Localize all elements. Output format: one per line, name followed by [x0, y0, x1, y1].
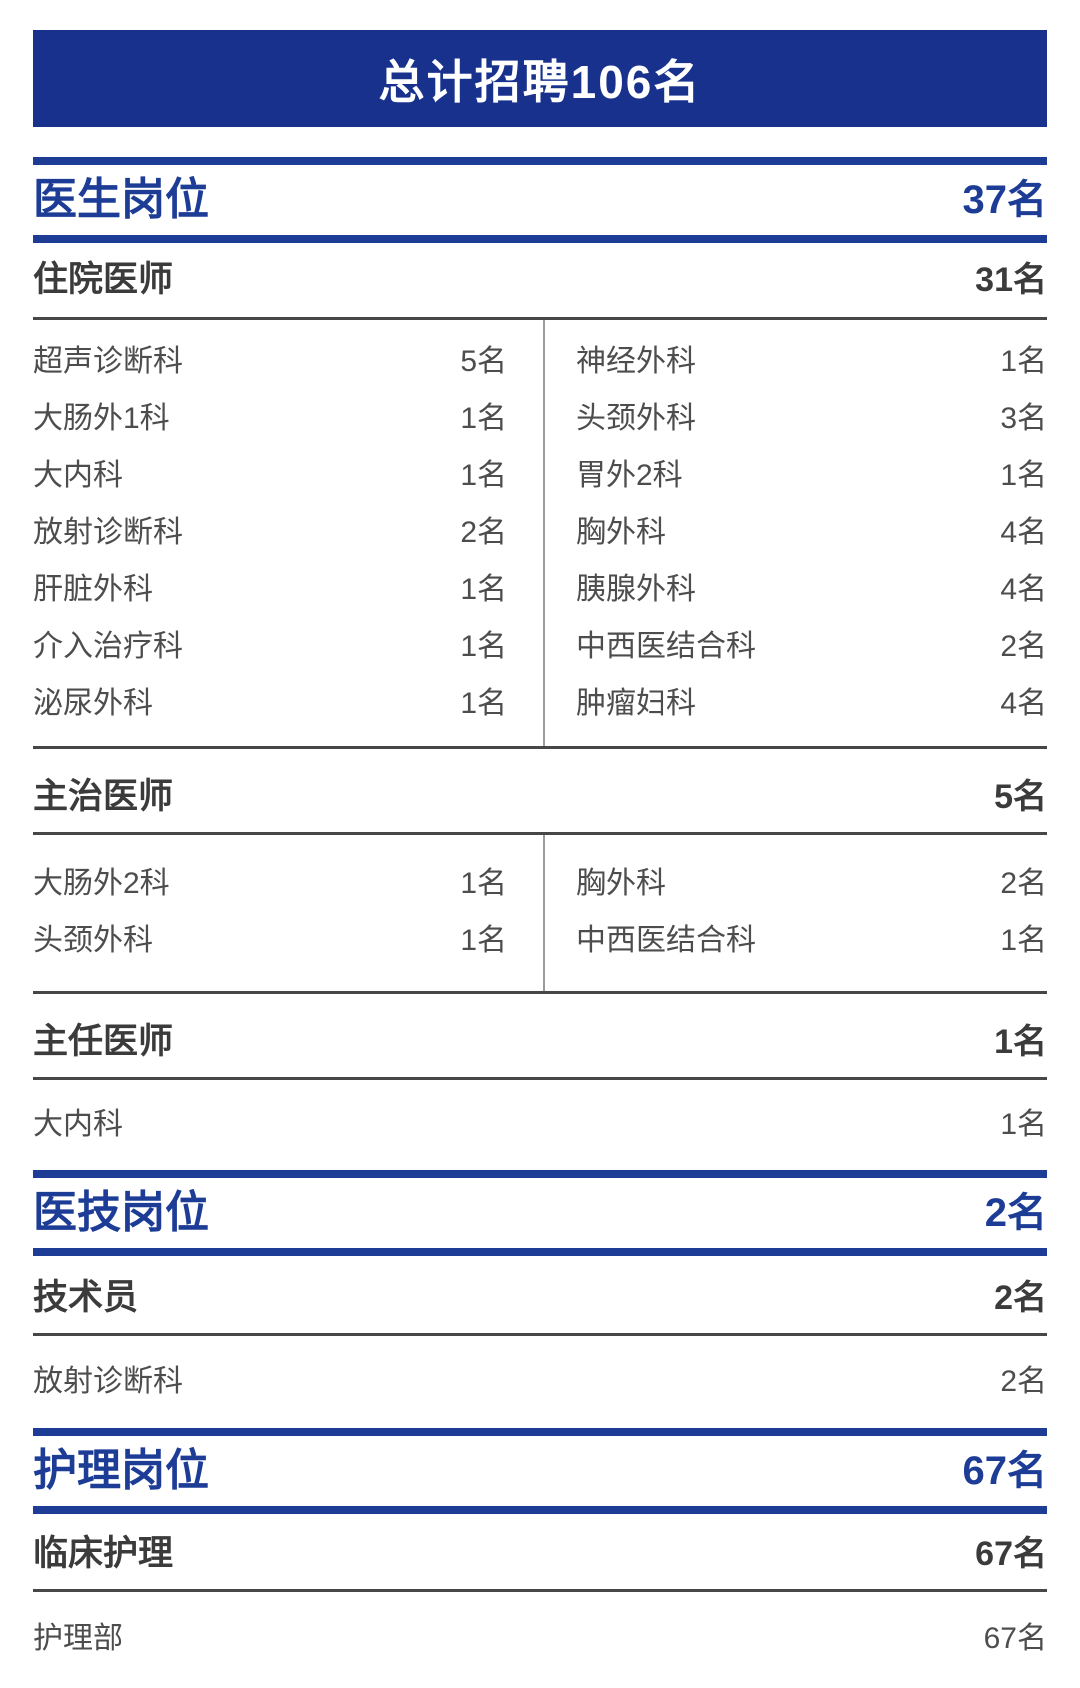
department-label: 肝脏外科	[33, 572, 153, 606]
banner-title: 总计招聘106名	[378, 55, 702, 108]
headcount-value: 1名	[460, 686, 507, 720]
table-row: 放射诊断科 2名	[33, 1336, 1047, 1428]
headcount-value: 1名	[460, 923, 507, 957]
subsection-count: 5名	[994, 777, 1047, 816]
section-count: 2名	[984, 1191, 1047, 1235]
table-row: 大内科 1名	[33, 1080, 1047, 1170]
department-label: 胃外2科	[576, 458, 683, 492]
table-row: 超声诊断科 5名	[33, 333, 507, 390]
table-row: 大肠外1科 1名	[33, 390, 507, 447]
table-row: 肝脏外科 1名	[33, 561, 507, 618]
headcount-value: 1名	[1000, 1108, 1047, 1141]
headcount-value: 1名	[1000, 344, 1047, 378]
section-header-doctor: 医生岗位 37名	[33, 157, 1047, 243]
subsection-title: 住院医师	[33, 260, 174, 299]
department-label: 大内科	[33, 458, 123, 492]
subsection-count: 2名	[994, 1278, 1047, 1317]
table-row: 胸外科 2名	[576, 855, 1047, 912]
headcount-value: 1名	[460, 866, 507, 900]
table-row: 介入治疗科 1名	[33, 618, 507, 675]
subsection-title: 主任医师	[33, 1022, 174, 1061]
department-label: 大肠外1科	[33, 401, 170, 435]
headcount-value: 1名	[460, 572, 507, 606]
headcount-value: 2名	[460, 515, 507, 549]
table-row: 胃外2科 1名	[576, 447, 1047, 504]
left-column: 超声诊断科 5名 大肠外1科 1名 大内科 1名 放射诊断科 2名 肝脏外科	[33, 333, 543, 732]
headcount-value: 1名	[460, 458, 507, 492]
table-row: 神经外科 1名	[576, 333, 1047, 390]
department-label: 胰腺外科	[576, 572, 696, 606]
headcount-value: 4名	[1000, 686, 1047, 720]
subsection-title: 临床护理	[33, 1534, 174, 1573]
headcount-value: 2名	[1000, 866, 1047, 900]
table-row: 护理部 67名	[33, 1592, 1047, 1686]
section-title: 护理岗位	[33, 1446, 209, 1495]
table-row: 头颈外科 1名	[33, 912, 507, 969]
table-row: 胰腺外科 4名	[576, 561, 1047, 618]
department-label: 胸外科	[576, 515, 666, 549]
subsection-header-resident: 住院医师 31名	[33, 243, 1047, 320]
page-content: 总计招聘106名 医生岗位 37名 住院医师 31名 超声诊断科 5名 大肠外1…	[0, 30, 1080, 1686]
section-header-nursing: 护理岗位 67名	[33, 1428, 1047, 1514]
headcount-value: 1名	[460, 401, 507, 435]
department-label: 超声诊断科	[33, 344, 183, 378]
column-divider	[543, 320, 545, 746]
subsection-count: 1名	[994, 1022, 1047, 1061]
total-recruitment-banner: 总计招聘106名	[33, 30, 1047, 127]
section-count: 67名	[962, 1449, 1048, 1493]
table-row: 大内科 1名	[33, 447, 507, 504]
section-title: 医技岗位	[33, 1188, 209, 1237]
department-list-attending: 大肠外2科 1名 头颈外科 1名 胸外科 2名 中西医结合科 1名	[33, 835, 1047, 994]
table-row: 肿瘤妇科 4名	[576, 675, 1047, 732]
headcount-value: 67名	[983, 1622, 1047, 1655]
department-label: 肿瘤妇科	[576, 686, 696, 720]
headcount-value: 2名	[1000, 1365, 1047, 1398]
headcount-value: 1名	[460, 629, 507, 663]
department-label: 头颈外科	[33, 923, 153, 957]
section-count: 37名	[962, 178, 1048, 222]
department-label: 护理部	[33, 1622, 123, 1655]
department-label: 大内科	[33, 1108, 123, 1141]
headcount-value: 1名	[1000, 923, 1047, 957]
subsection-count: 67名	[975, 1534, 1047, 1573]
left-column: 大肠外2科 1名 头颈外科 1名	[33, 855, 543, 969]
subsection-header-chief: 主任医师 1名	[33, 994, 1047, 1080]
subsection-header-technician: 技术员 2名	[33, 1256, 1047, 1336]
headcount-value: 1名	[1000, 458, 1047, 492]
department-label: 头颈外科	[576, 401, 696, 435]
headcount-value: 4名	[1000, 572, 1047, 606]
department-label: 介入治疗科	[33, 629, 183, 663]
department-list-resident: 超声诊断科 5名 大肠外1科 1名 大内科 1名 放射诊断科 2名 肝脏外科	[33, 320, 1047, 749]
headcount-value: 4名	[1000, 515, 1047, 549]
table-row: 头颈外科 3名	[576, 390, 1047, 447]
headcount-value: 5名	[460, 344, 507, 378]
table-row: 胸外科 4名	[576, 504, 1047, 561]
section-title: 医生岗位	[33, 175, 209, 224]
table-row: 中西医结合科 1名	[576, 912, 1047, 969]
headcount-value: 2名	[1000, 629, 1047, 663]
department-label: 泌尿外科	[33, 686, 153, 720]
table-row: 泌尿外科 1名	[33, 675, 507, 732]
department-label: 大肠外2科	[33, 866, 170, 900]
right-column: 神经外科 1名 头颈外科 3名 胃外2科 1名 胸外科 4名 胰腺外科 4名	[545, 333, 1047, 732]
column-divider	[543, 835, 545, 991]
table-row: 大肠外2科 1名	[33, 855, 507, 912]
department-label: 胸外科	[576, 866, 666, 900]
right-column: 胸外科 2名 中西医结合科 1名	[545, 855, 1047, 969]
department-label: 放射诊断科	[33, 515, 183, 549]
department-label: 中西医结合科	[576, 629, 756, 663]
table-row: 放射诊断科 2名	[33, 504, 507, 561]
headcount-value: 3名	[1000, 401, 1047, 435]
department-label: 放射诊断科	[33, 1365, 183, 1398]
table-row: 中西医结合科 2名	[576, 618, 1047, 675]
department-label: 神经外科	[576, 344, 696, 378]
section-header-medtech: 医技岗位 2名	[33, 1170, 1047, 1256]
subsection-header-attending: 主治医师 5名	[33, 749, 1047, 835]
department-label: 中西医结合科	[576, 923, 756, 957]
subsection-header-clinical-nursing: 临床护理 67名	[33, 1514, 1047, 1592]
subsection-count: 31名	[975, 260, 1047, 299]
subsection-title: 技术员	[33, 1278, 139, 1317]
subsection-title: 主治医师	[33, 777, 174, 816]
